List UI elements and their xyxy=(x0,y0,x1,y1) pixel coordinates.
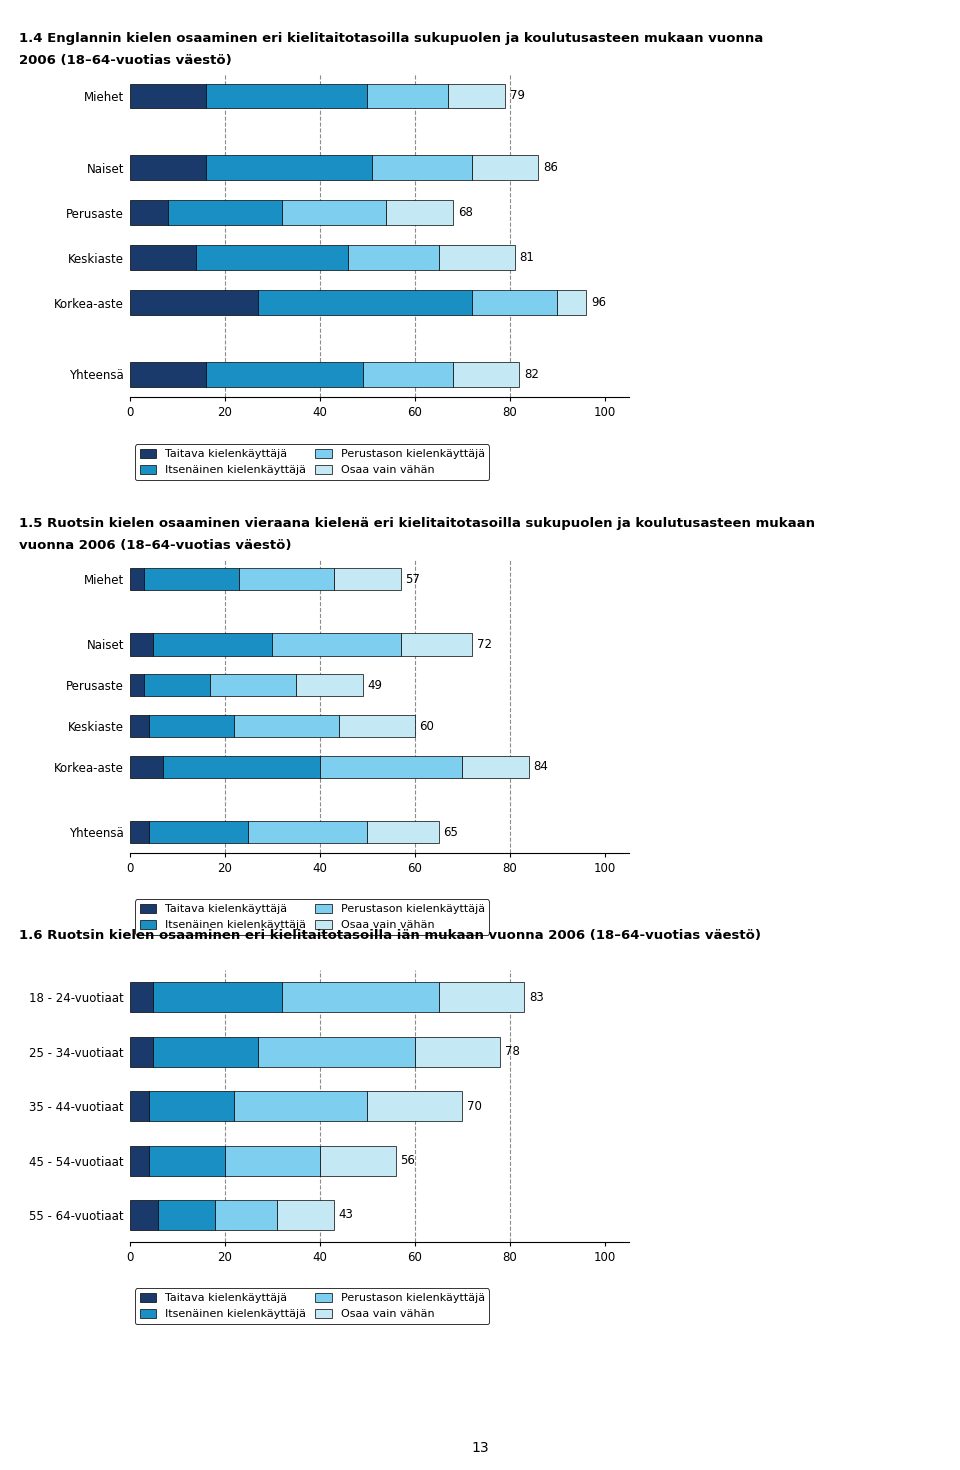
Text: 72: 72 xyxy=(477,638,492,651)
Bar xyxy=(368,84,448,109)
Text: 96: 96 xyxy=(590,295,606,309)
Bar xyxy=(339,714,415,738)
Bar xyxy=(215,1200,277,1230)
Bar xyxy=(453,362,519,387)
Bar xyxy=(225,1145,320,1176)
Bar xyxy=(130,1200,158,1230)
Text: 49: 49 xyxy=(368,679,382,692)
Bar xyxy=(334,567,400,591)
Bar xyxy=(154,1036,258,1067)
Legend: Taitava kielenkäyttäjä, Itsenäinen kielenkäyttäjä, Perustason kielenkäyttäjä, Os: Taitava kielenkäyttäjä, Itsenäinen kiele… xyxy=(135,444,490,479)
Bar xyxy=(363,362,453,387)
Bar xyxy=(320,756,463,778)
Bar xyxy=(273,634,400,656)
Text: 2006 (18–64-vuotias väestö): 2006 (18–64-vuotias väestö) xyxy=(19,54,232,68)
Bar xyxy=(258,1036,415,1067)
Bar xyxy=(234,1091,368,1122)
Text: 86: 86 xyxy=(543,162,558,175)
Bar xyxy=(348,245,439,270)
Bar xyxy=(400,634,472,656)
Bar xyxy=(239,567,334,591)
Bar xyxy=(130,1091,149,1122)
Bar xyxy=(205,156,372,181)
Bar xyxy=(277,1200,334,1230)
Bar xyxy=(281,982,439,1013)
Bar xyxy=(130,634,154,656)
Text: 1.4 Englannin kielen osaaminen eri kielitaitotasoilla sukupuolen ja koulutusaste: 1.4 Englannin kielen osaaminen eri kieli… xyxy=(19,32,763,46)
Bar xyxy=(163,756,320,778)
Bar xyxy=(168,200,281,225)
Bar xyxy=(130,567,144,591)
Text: 79: 79 xyxy=(510,90,525,103)
Text: 13: 13 xyxy=(471,1442,489,1455)
Bar xyxy=(130,820,149,844)
Bar xyxy=(130,673,144,697)
Bar xyxy=(439,982,524,1013)
Bar xyxy=(448,84,505,109)
Text: %: % xyxy=(610,736,621,750)
Text: 1.6 Ruotsin kielen osaaminen eri kielitaitotasoilla iän mukaan vuonna 2006 (18–6: 1.6 Ruotsin kielen osaaminen eri kielita… xyxy=(19,929,761,942)
Bar xyxy=(130,84,205,109)
Bar xyxy=(372,156,472,181)
Bar xyxy=(130,982,154,1013)
Bar xyxy=(320,1145,396,1176)
Bar xyxy=(234,714,339,738)
Bar xyxy=(158,1200,215,1230)
Legend: Taitava kielenkäyttäjä, Itsenäinen kielenkäyttäjä, Perustason kielenkäyttäjä, Os: Taitava kielenkäyttäjä, Itsenäinen kiele… xyxy=(135,1289,490,1324)
Bar xyxy=(368,1091,463,1122)
Bar xyxy=(130,362,205,387)
Bar xyxy=(296,673,363,697)
Bar xyxy=(149,714,234,738)
Text: 83: 83 xyxy=(529,991,543,1004)
Text: 60: 60 xyxy=(420,719,435,732)
Bar xyxy=(154,634,273,656)
Bar xyxy=(144,567,239,591)
Bar xyxy=(130,245,196,270)
Bar xyxy=(472,290,558,315)
Text: 81: 81 xyxy=(519,251,535,265)
Bar xyxy=(130,1036,154,1067)
Bar xyxy=(368,820,439,844)
Legend: Taitava kielenkäyttäjä, Itsenäinen kielenkäyttäjä, Perustason kielenkäyttäjä, Os: Taitava kielenkäyttäjä, Itsenäinen kiele… xyxy=(135,900,490,935)
Bar xyxy=(196,245,348,270)
Bar xyxy=(205,84,368,109)
Text: %: % xyxy=(610,1161,621,1175)
Bar xyxy=(439,245,515,270)
Text: 57: 57 xyxy=(405,572,420,585)
Bar xyxy=(149,820,249,844)
Bar xyxy=(149,1091,234,1122)
Bar xyxy=(558,290,586,315)
Bar xyxy=(130,756,163,778)
Text: 84: 84 xyxy=(534,760,548,773)
Bar xyxy=(210,673,296,697)
Bar xyxy=(130,290,258,315)
Bar xyxy=(472,156,539,181)
Bar xyxy=(415,1036,500,1067)
Text: 43: 43 xyxy=(339,1208,353,1222)
Bar xyxy=(258,290,472,315)
Bar xyxy=(130,200,168,225)
Text: 78: 78 xyxy=(505,1045,520,1058)
Bar xyxy=(249,820,368,844)
Text: 1.5 Ruotsin kielen osaaminen vieraana kielенä eri kielitaitotasoilla sukupuolen : 1.5 Ruotsin kielen osaaminen vieraana ki… xyxy=(19,517,815,531)
Bar xyxy=(130,156,205,181)
Bar xyxy=(130,714,149,738)
Bar xyxy=(149,1145,225,1176)
Text: 82: 82 xyxy=(524,368,540,381)
Text: 56: 56 xyxy=(400,1154,416,1167)
Bar xyxy=(205,362,363,387)
Text: vuonna 2006 (18–64-vuotias väestö): vuonna 2006 (18–64-vuotias väestö) xyxy=(19,539,292,553)
Text: 68: 68 xyxy=(458,206,472,219)
Bar xyxy=(130,1145,149,1176)
Bar xyxy=(386,200,453,225)
Bar xyxy=(154,982,281,1013)
Text: 70: 70 xyxy=(468,1100,482,1113)
Text: 65: 65 xyxy=(444,826,458,839)
Bar xyxy=(144,673,210,697)
Bar xyxy=(463,756,529,778)
Bar xyxy=(281,200,386,225)
